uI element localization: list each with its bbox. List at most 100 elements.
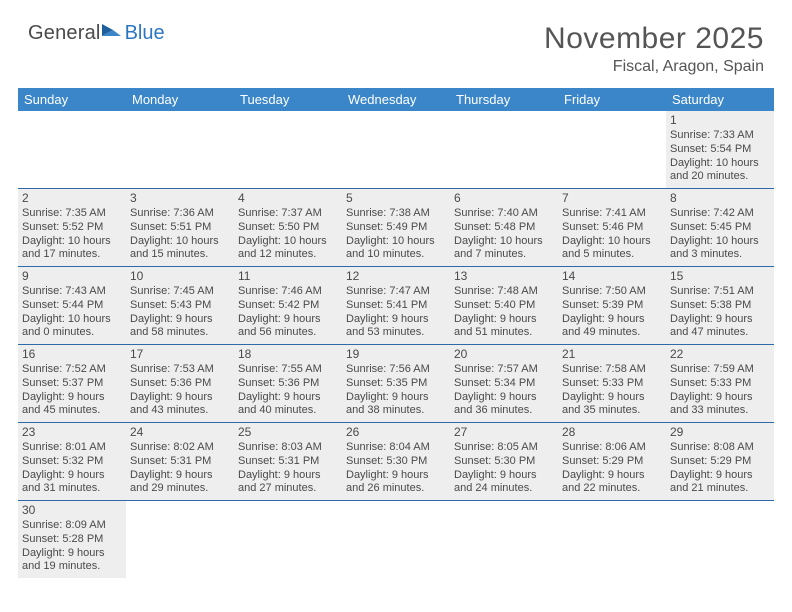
- cell-line-sunset: Sunset: 5:31 PM: [238, 455, 338, 469]
- cell-line-sunrise: Sunrise: 8:08 AM: [670, 441, 770, 455]
- cell-line-dl2: and 58 minutes.: [130, 326, 230, 340]
- calendar-cell: 15Sunrise: 7:51 AMSunset: 5:38 PMDayligh…: [666, 267, 774, 344]
- cell-line-sunset: Sunset: 5:28 PM: [22, 533, 122, 547]
- cell-line-sunrise: Sunrise: 7:53 AM: [130, 363, 230, 377]
- day-header: Sunday: [18, 88, 126, 111]
- cell-line-sunrise: Sunrise: 8:05 AM: [454, 441, 554, 455]
- calendar-cell: 3Sunrise: 7:36 AMSunset: 5:51 PMDaylight…: [126, 189, 234, 266]
- cell-line-sunset: Sunset: 5:52 PM: [22, 221, 122, 235]
- calendar-cell: 2Sunrise: 7:35 AMSunset: 5:52 PMDaylight…: [18, 189, 126, 266]
- cell-line-sunset: Sunset: 5:45 PM: [670, 221, 770, 235]
- cell-line-dl2: and 12 minutes.: [238, 248, 338, 262]
- day-number: 18: [238, 347, 338, 362]
- cell-line-dl2: and 49 minutes.: [562, 326, 662, 340]
- cell-line-sunrise: Sunrise: 7:42 AM: [670, 207, 770, 221]
- calendar-cell: 29Sunrise: 8:08 AMSunset: 5:29 PMDayligh…: [666, 423, 774, 500]
- day-number: 23: [22, 425, 122, 440]
- calendar-row: 16Sunrise: 7:52 AMSunset: 5:37 PMDayligh…: [18, 345, 774, 423]
- calendar-cell: 19Sunrise: 7:56 AMSunset: 5:35 PMDayligh…: [342, 345, 450, 422]
- calendar-cell: 24Sunrise: 8:02 AMSunset: 5:31 PMDayligh…: [126, 423, 234, 500]
- cell-line-dl1: Daylight: 9 hours: [670, 313, 770, 327]
- calendar-cell: 14Sunrise: 7:50 AMSunset: 5:39 PMDayligh…: [558, 267, 666, 344]
- day-number: 8: [670, 191, 770, 206]
- calendar-header-row: SundayMondayTuesdayWednesdayThursdayFrid…: [18, 88, 774, 111]
- cell-line-sunset: Sunset: 5:42 PM: [238, 299, 338, 313]
- cell-line-sunrise: Sunrise: 8:09 AM: [22, 519, 122, 533]
- cell-line-sunset: Sunset: 5:36 PM: [238, 377, 338, 391]
- cell-line-sunrise: Sunrise: 7:50 AM: [562, 285, 662, 299]
- cell-line-dl1: Daylight: 9 hours: [454, 391, 554, 405]
- cell-line-dl1: Daylight: 9 hours: [346, 469, 446, 483]
- cell-line-dl2: and 40 minutes.: [238, 404, 338, 418]
- cell-line-sunrise: Sunrise: 7:47 AM: [346, 285, 446, 299]
- cell-line-sunset: Sunset: 5:39 PM: [562, 299, 662, 313]
- cell-line-dl2: and 45 minutes.: [22, 404, 122, 418]
- cell-line-sunset: Sunset: 5:54 PM: [670, 143, 770, 157]
- calendar-row: 30Sunrise: 8:09 AMSunset: 5:28 PMDayligh…: [18, 501, 774, 578]
- calendar-cell: 30Sunrise: 8:09 AMSunset: 5:28 PMDayligh…: [18, 501, 126, 578]
- cell-line-dl1: Daylight: 10 hours: [562, 235, 662, 249]
- cell-line-sunrise: Sunrise: 7:38 AM: [346, 207, 446, 221]
- day-header: Thursday: [450, 88, 558, 111]
- cell-line-sunrise: Sunrise: 7:58 AM: [562, 363, 662, 377]
- day-number: 7: [562, 191, 662, 206]
- cell-line-dl1: Daylight: 9 hours: [22, 391, 122, 405]
- day-number: 5: [346, 191, 446, 206]
- calendar-cell-empty: [342, 501, 450, 578]
- day-number: 22: [670, 347, 770, 362]
- cell-line-sunrise: Sunrise: 8:03 AM: [238, 441, 338, 455]
- cell-line-dl2: and 35 minutes.: [562, 404, 662, 418]
- calendar-cell: 22Sunrise: 7:59 AMSunset: 5:33 PMDayligh…: [666, 345, 774, 422]
- calendar: SundayMondayTuesdayWednesdayThursdayFrid…: [18, 88, 774, 578]
- cell-line-sunrise: Sunrise: 7:45 AM: [130, 285, 230, 299]
- day-number: 26: [346, 425, 446, 440]
- calendar-cell: 4Sunrise: 7:37 AMSunset: 5:50 PMDaylight…: [234, 189, 342, 266]
- cell-line-dl1: Daylight: 10 hours: [670, 235, 770, 249]
- calendar-cell-empty: [450, 111, 558, 188]
- day-number: 20: [454, 347, 554, 362]
- cell-line-dl2: and 17 minutes.: [22, 248, 122, 262]
- cell-line-dl2: and 7 minutes.: [454, 248, 554, 262]
- cell-line-sunset: Sunset: 5:30 PM: [346, 455, 446, 469]
- cell-line-sunrise: Sunrise: 7:37 AM: [238, 207, 338, 221]
- cell-line-dl2: and 38 minutes.: [346, 404, 446, 418]
- cell-line-sunset: Sunset: 5:32 PM: [22, 455, 122, 469]
- cell-line-sunset: Sunset: 5:29 PM: [670, 455, 770, 469]
- calendar-cell: 21Sunrise: 7:58 AMSunset: 5:33 PMDayligh…: [558, 345, 666, 422]
- day-number: 1: [670, 113, 770, 128]
- cell-line-sunset: Sunset: 5:31 PM: [130, 455, 230, 469]
- day-number: 27: [454, 425, 554, 440]
- calendar-body: 1Sunrise: 7:33 AMSunset: 5:54 PMDaylight…: [18, 111, 774, 578]
- cell-line-dl1: Daylight: 9 hours: [238, 391, 338, 405]
- day-number: 12: [346, 269, 446, 284]
- calendar-cell: 25Sunrise: 8:03 AMSunset: 5:31 PMDayligh…: [234, 423, 342, 500]
- cell-line-dl1: Daylight: 9 hours: [130, 391, 230, 405]
- cell-line-sunrise: Sunrise: 7:46 AM: [238, 285, 338, 299]
- calendar-cell-empty: [126, 501, 234, 578]
- logo-text-blue: Blue: [125, 22, 165, 45]
- cell-line-dl1: Daylight: 9 hours: [238, 469, 338, 483]
- cell-line-sunset: Sunset: 5:36 PM: [130, 377, 230, 391]
- calendar-cell: 10Sunrise: 7:45 AMSunset: 5:43 PMDayligh…: [126, 267, 234, 344]
- calendar-cell-empty: [234, 111, 342, 188]
- cell-line-dl1: Daylight: 9 hours: [22, 469, 122, 483]
- cell-line-sunset: Sunset: 5:48 PM: [454, 221, 554, 235]
- cell-line-dl1: Daylight: 10 hours: [22, 313, 122, 327]
- cell-line-dl1: Daylight: 9 hours: [22, 547, 122, 561]
- day-number: 10: [130, 269, 230, 284]
- day-number: 6: [454, 191, 554, 206]
- cell-line-sunrise: Sunrise: 8:04 AM: [346, 441, 446, 455]
- calendar-cell: 20Sunrise: 7:57 AMSunset: 5:34 PMDayligh…: [450, 345, 558, 422]
- cell-line-sunset: Sunset: 5:33 PM: [562, 377, 662, 391]
- cell-line-dl1: Daylight: 10 hours: [670, 157, 770, 171]
- calendar-cell: 16Sunrise: 7:52 AMSunset: 5:37 PMDayligh…: [18, 345, 126, 422]
- calendar-cell: 18Sunrise: 7:55 AMSunset: 5:36 PMDayligh…: [234, 345, 342, 422]
- cell-line-dl1: Daylight: 10 hours: [22, 235, 122, 249]
- day-header: Wednesday: [342, 88, 450, 111]
- cell-line-dl1: Daylight: 10 hours: [346, 235, 446, 249]
- calendar-row: 1Sunrise: 7:33 AMSunset: 5:54 PMDaylight…: [18, 111, 774, 189]
- cell-line-dl2: and 27 minutes.: [238, 482, 338, 496]
- cell-line-dl2: and 56 minutes.: [238, 326, 338, 340]
- day-number: 15: [670, 269, 770, 284]
- cell-line-dl2: and 0 minutes.: [22, 326, 122, 340]
